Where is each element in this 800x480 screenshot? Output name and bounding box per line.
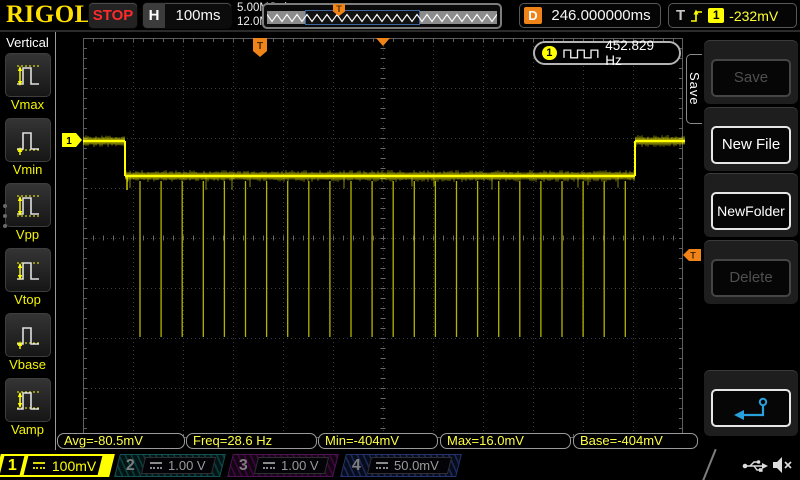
rising-edge-trigger-icon (691, 9, 703, 22)
measurement-min: Min=-404mV (318, 433, 438, 449)
save-menu-sidebar: Save Save New File NewFolder Delete (686, 32, 800, 450)
vtop-measure-icon (16, 262, 39, 280)
menu-slot: Delete (704, 240, 798, 304)
channel-3-number: 3 (239, 456, 248, 474)
measurement-max: Max=16.0mV (440, 433, 571, 449)
return-arrow-icon (734, 397, 768, 420)
delete-button[interactable]: Delete (711, 259, 791, 297)
channel-1-number: 1 (0, 456, 25, 475)
dc-coupling-icon (149, 462, 162, 469)
menu-item-vbase[interactable]: Vbase (4, 313, 51, 375)
top-status-bar: RIGOL STOP H 100ms 5.00MSa/s 12.0M pts T… (0, 0, 800, 32)
new-folder-button[interactable]: NewFolder (711, 192, 791, 230)
trigger-position-marker-icon: T (253, 38, 267, 57)
trigger-position-flag-icon: T (333, 4, 345, 16)
back-button[interactable] (711, 389, 791, 427)
menu-slot: Save (704, 40, 798, 104)
square-wave-icon (562, 48, 598, 59)
measurement-bar: Avg=-80.5mV Freq=28.6 Hz Min=-404mV Max=… (57, 433, 700, 450)
run-state-indicator[interactable]: STOP (89, 3, 137, 28)
channel-1-scale: 100mV (23, 456, 103, 475)
trigger-level-marker-icon: T (683, 249, 701, 261)
h-label: H (143, 3, 165, 28)
delay-readout: D 246.000000ms (519, 3, 661, 28)
menu-slot (704, 370, 798, 436)
frequency-counter: 1 452.829 Hz (533, 38, 681, 68)
channel-2-status[interactable]: 2 1.00 V (114, 454, 226, 477)
channel-4-scale: 50.0mV (366, 457, 453, 474)
channel-2-scale: 1.00 V (140, 457, 217, 474)
new-file-button[interactable]: New File (711, 126, 791, 164)
channel-1-marker-icon: 1 (62, 133, 82, 147)
menu-tab-save: Save (686, 54, 702, 124)
delay-value: 246.000000ms (551, 7, 651, 24)
save-button[interactable]: Save (711, 59, 791, 97)
memory-position-strip: T (262, 3, 502, 29)
svg-text:1: 1 (66, 136, 72, 147)
menu-slot: NewFolder (704, 173, 798, 237)
channel-3-status[interactable]: 3 1.00 V (227, 454, 339, 477)
channel-4-number: 4 (352, 456, 361, 474)
divider (701, 448, 717, 480)
vmax-measure-icon (16, 65, 39, 86)
measurement-freq: Freq=28.6 Hz (186, 433, 317, 449)
page-indicator-dots (3, 198, 7, 234)
rigol-logo: RIGOL (6, 1, 92, 28)
speaker-muted-icon (773, 457, 792, 473)
freq-counter-value: 452.829 Hz (605, 38, 655, 68)
menu-item-vtop[interactable]: Vtop (4, 248, 51, 310)
trigger-label: T (676, 7, 686, 24)
freq-counter-source-badge: 1 (542, 46, 557, 60)
menu-slot: New File (704, 107, 798, 171)
measure-menu-sidebar: Vertical Vmax Vmin (0, 32, 56, 450)
menu-item-vpp[interactable]: Vpp (4, 183, 51, 245)
menu-title: Vertical (6, 35, 49, 50)
svg-text:T: T (690, 251, 696, 261)
channel-4-status[interactable]: 4 50.0mV (340, 454, 462, 477)
channel-status-bar: 1 100mV 2 1.00 V 3 1.00 V 4 50.0mV (0, 448, 800, 480)
svg-text:T: T (257, 41, 263, 52)
waveform-display: 1 T T (62, 38, 701, 438)
horizontal-timebase-readout[interactable]: H 100ms (143, 3, 231, 28)
delay-label-badge: D (524, 7, 542, 24)
menu-item-vamp[interactable]: Vamp (4, 378, 51, 440)
vbase-measure-icon (16, 327, 39, 349)
trigger-level-value: -232mV (729, 7, 779, 24)
dc-coupling-icon (375, 462, 388, 469)
dc-coupling-icon (32, 462, 46, 469)
timebase-value: 100ms (175, 7, 221, 24)
center-position-marker-icon (376, 38, 390, 46)
trigger-readout: T 1 -232mV (668, 3, 797, 28)
channel-1-status[interactable]: 1 100mV (0, 454, 115, 477)
measurement-avg: Avg=-80.5mV (57, 433, 185, 449)
trigger-source-badge: 1 (708, 8, 725, 23)
measurement-base: Base=-404mV (573, 433, 698, 449)
vmin-measure-icon (16, 132, 39, 155)
memory-waveform-preview (267, 13, 497, 23)
vpp-measure-icon (16, 195, 39, 217)
channel-3-scale: 1.00 V (253, 457, 330, 474)
vamp-measure-icon (16, 391, 39, 410)
usb-icon (742, 460, 768, 472)
menu-item-vmin[interactable]: Vmin (4, 118, 51, 180)
dc-coupling-icon (262, 462, 275, 469)
channel-2-number: 2 (126, 456, 135, 474)
menu-item-vmax[interactable]: Vmax (4, 53, 51, 115)
